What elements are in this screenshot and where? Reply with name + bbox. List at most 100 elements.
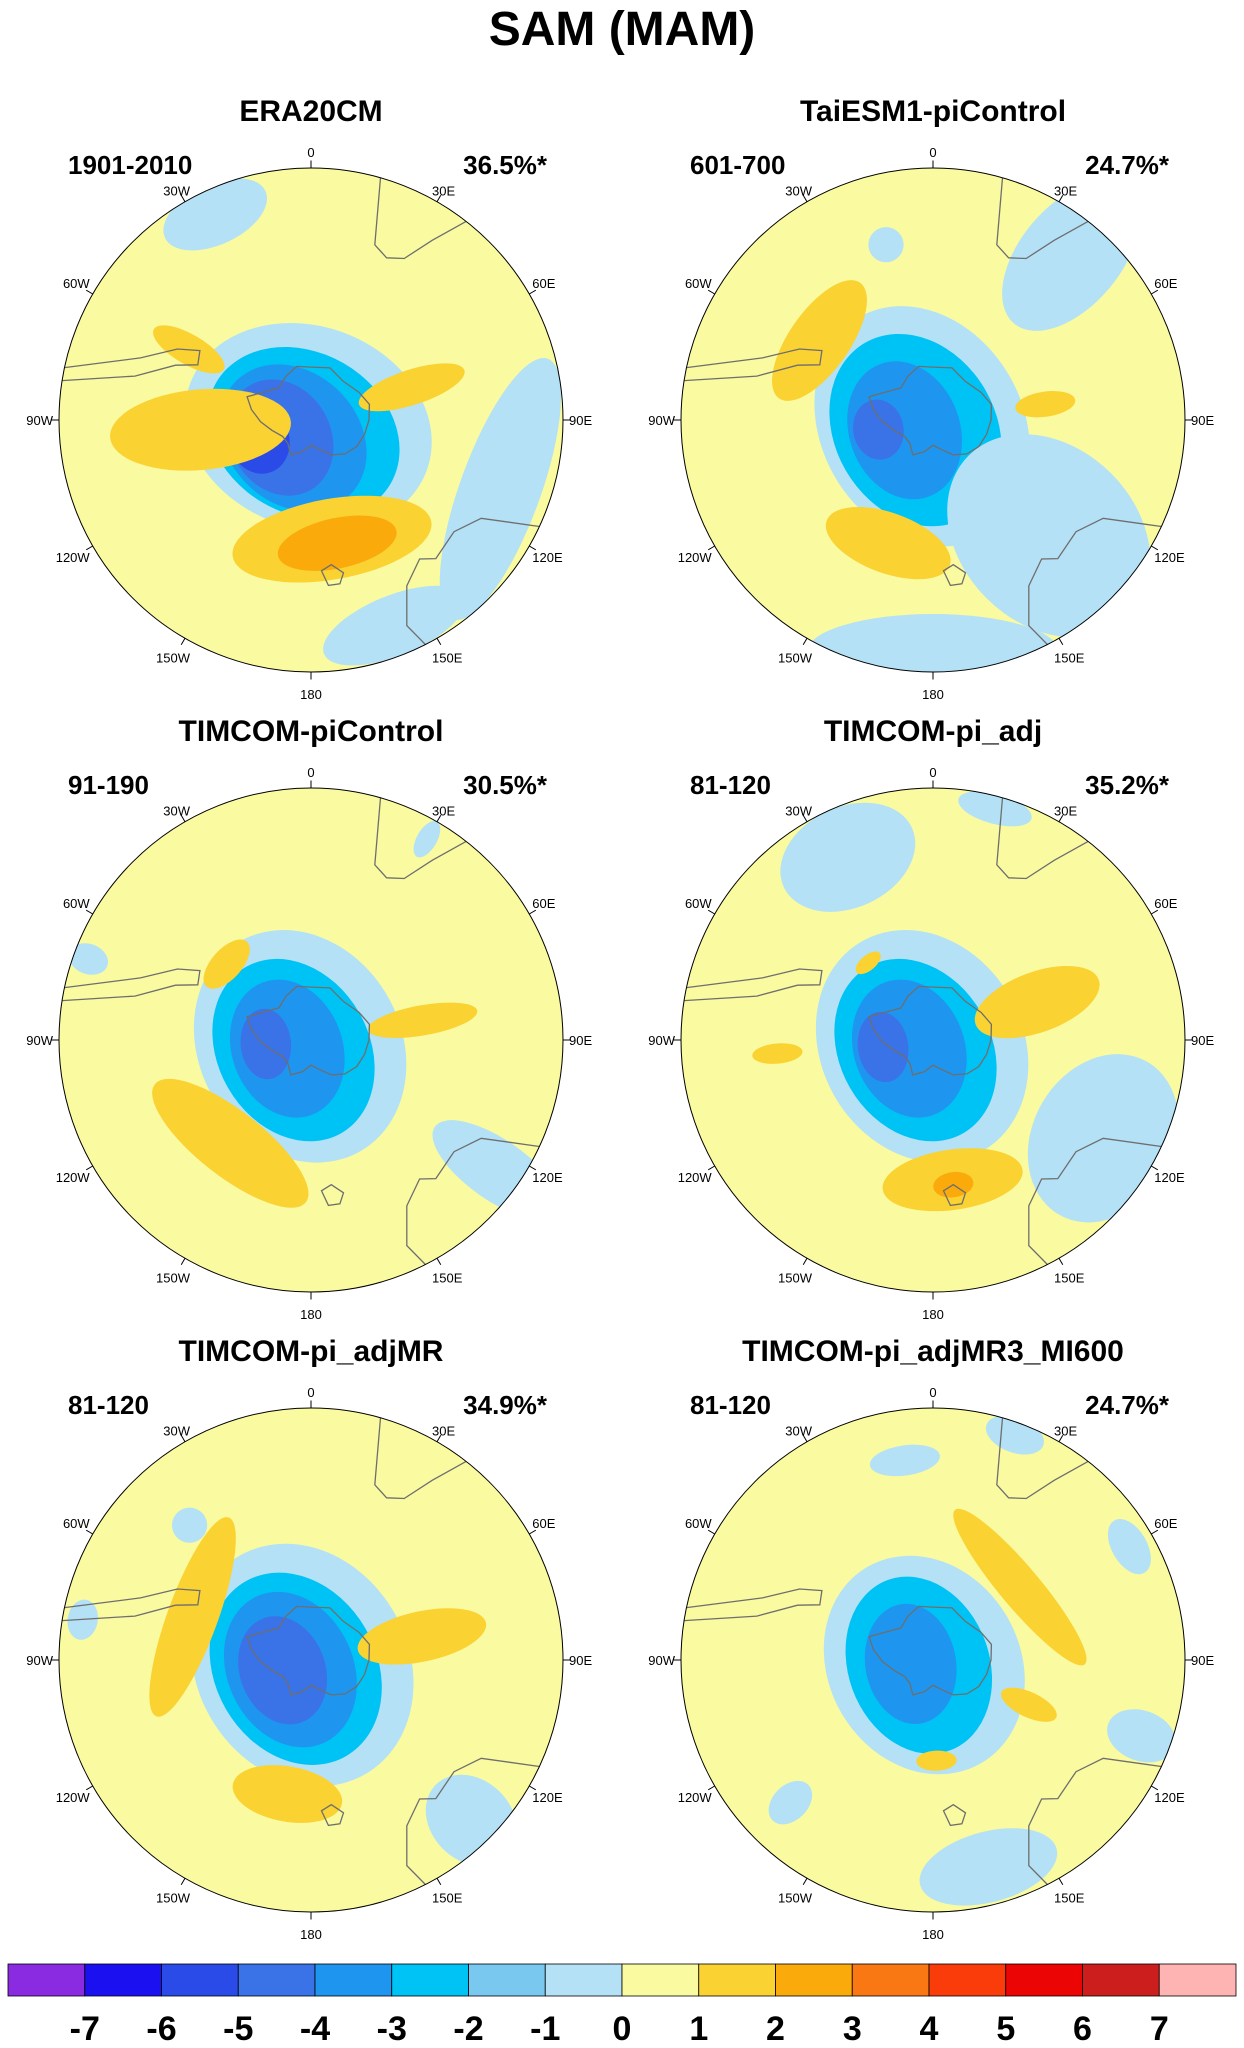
figure-title: SAM (MAM) bbox=[488, 3, 756, 56]
panel-variance: 30.5%* bbox=[463, 770, 547, 800]
longitude-label: 150E bbox=[432, 1890, 463, 1905]
anomaly-contour bbox=[1107, 1519, 1151, 1575]
anomaly-contour bbox=[857, 1011, 909, 1083]
anomaly-contour bbox=[238, 1616, 328, 1725]
longitude-tick bbox=[707, 1529, 716, 1535]
longitude-tick bbox=[528, 909, 537, 915]
longitude-label: 60E bbox=[532, 276, 555, 291]
longitude-label: 120W bbox=[678, 1790, 713, 1805]
longitude-tick bbox=[180, 194, 186, 203]
map-panel-taiesm1: 0 30E 60E 90E 120E 150E 180 150W 120W 90W 60W 30W Ta… bbox=[622, 0, 1244, 702]
anomaly-contour bbox=[752, 1043, 803, 1064]
antarctica-coastline bbox=[246, 365, 371, 456]
panel-variance: 35.2%* bbox=[1085, 770, 1169, 800]
anomaly-contour bbox=[439, 358, 562, 620]
polar-map: 0 30E 60E 90E 120E 150E 180 150W 120W 90W 60W 30W bbox=[648, 1385, 1214, 1942]
colorbar-swatch bbox=[161, 1963, 239, 1997]
anomaly-contour bbox=[855, 951, 881, 975]
longitude-label: 150W bbox=[778, 1890, 813, 1905]
polar-map: 0 30E 60E 90E 120E 150E 180 150W 120W 90W 60W 30W bbox=[26, 145, 592, 702]
panel-period: 81-120 bbox=[690, 770, 771, 800]
panel-title: TIMCOM-pi_adjMR3_MI600 bbox=[742, 1335, 1124, 1368]
south-america-coastline bbox=[684, 348, 823, 382]
africa-coastline bbox=[374, 177, 467, 260]
longitude-label: 150E bbox=[1054, 650, 1085, 665]
panel-period: 81-120 bbox=[68, 1390, 149, 1420]
polar-map: 0 30E 60E 90E 120E 150E 180 150W 120W 90W 60W 30W bbox=[26, 1385, 592, 1942]
longitude-tick bbox=[1150, 1529, 1159, 1535]
longitude-tick bbox=[1150, 545, 1159, 551]
longitude-label: 30E bbox=[1054, 1424, 1077, 1439]
longitude-label: 180 bbox=[300, 1927, 322, 1942]
longitude-tick bbox=[1058, 194, 1064, 203]
longitude-tick bbox=[436, 637, 442, 646]
longitude-label: 90W bbox=[648, 1033, 675, 1048]
longitude-label: 60W bbox=[685, 276, 712, 291]
longitude-label: 30E bbox=[432, 1424, 455, 1439]
longitude-tick bbox=[436, 1257, 442, 1266]
contour-field bbox=[681, 788, 1185, 1292]
longitude-tick bbox=[1058, 1434, 1064, 1443]
colorbar-swatch bbox=[928, 1963, 1007, 1997]
longitude-label: 60W bbox=[63, 1516, 90, 1531]
anomaly-contour bbox=[947, 434, 1151, 638]
australia-coastline bbox=[1028, 1137, 1162, 1265]
panel-title: TIMCOM-piControl bbox=[178, 715, 444, 748]
anomaly-contour bbox=[864, 1603, 957, 1725]
colorbar-swatch bbox=[1005, 1963, 1083, 1997]
map-panel-timcom-pi-adjmr: 0 30E 60E 90E 120E 150E 180 150W 120W 90W 60W 30W TI… bbox=[0, 1240, 622, 1942]
polar-map: 0 30E 60E 90E 120E 150E 180 150W 120W 90W 60W 30W bbox=[648, 765, 1214, 1322]
colorbar-label: 7 bbox=[1150, 2010, 1169, 2048]
panel-title: TaiESM1-piControl bbox=[799, 95, 1067, 128]
anomaly-contour bbox=[368, 1002, 478, 1039]
anomaly-contour bbox=[110, 388, 291, 471]
contour-field bbox=[59, 1408, 563, 1912]
anomaly-contour bbox=[232, 1765, 343, 1823]
panel-period: 81-120 bbox=[690, 1390, 771, 1420]
panel-title: TIMCOM-pi_adjMR bbox=[178, 1335, 444, 1368]
anomaly-contour bbox=[974, 965, 1100, 1039]
anomaly-contour bbox=[953, 1508, 1087, 1666]
longitude-tick bbox=[436, 194, 442, 203]
longitude-tick bbox=[707, 289, 716, 295]
africa-coastline bbox=[374, 1417, 467, 1500]
longitude-tick bbox=[707, 909, 716, 915]
longitude-label: 180 bbox=[922, 1927, 944, 1942]
longitude-label: 30E bbox=[432, 184, 455, 199]
anomaly-contour bbox=[357, 1608, 487, 1665]
colorbar-swatch bbox=[698, 1963, 776, 1997]
south-america-coastline bbox=[62, 1588, 201, 1622]
longitude-label: 0 bbox=[307, 765, 314, 780]
longitude-label: 150W bbox=[778, 1270, 813, 1285]
anomaly-contour bbox=[203, 939, 250, 989]
colorbar-swatch bbox=[851, 1963, 930, 1997]
anomaly-contour bbox=[847, 361, 962, 500]
longitude-label: 150E bbox=[1054, 1270, 1085, 1285]
longitude-tick bbox=[528, 289, 537, 295]
panel-period: 1901-2010 bbox=[68, 150, 193, 180]
colorbar-swatch bbox=[621, 1963, 700, 1997]
longitude-label: 120E bbox=[1154, 550, 1185, 565]
colorbar-swatch bbox=[391, 1963, 469, 1997]
longitude-tick bbox=[802, 1257, 808, 1266]
australia-coastline bbox=[406, 517, 540, 645]
polar-map: 0 30E 60E 90E 120E 150E 180 150W 120W 90W 60W 30W bbox=[26, 765, 592, 1322]
anomaly-contour bbox=[916, 1750, 957, 1771]
longitude-label: 90W bbox=[26, 413, 53, 428]
anomaly-contour bbox=[413, 820, 441, 858]
longitude-tick bbox=[85, 1529, 94, 1535]
longitude-label: 30E bbox=[432, 804, 455, 819]
longitude-label: 30E bbox=[1054, 804, 1077, 819]
longitude-label: 60W bbox=[685, 896, 712, 911]
colorbar-label: -1 bbox=[530, 2010, 560, 2048]
longitude-label: 180 bbox=[300, 687, 322, 702]
map-panel-timcom-pi-adj: 0 30E 60E 90E 120E 150E 180 150W 120W 90W 60W 30W TI… bbox=[622, 620, 1244, 1322]
longitude-label: 30W bbox=[163, 804, 190, 819]
longitude-label: 120E bbox=[532, 1790, 563, 1805]
africa-coastline bbox=[374, 797, 467, 880]
longitude-tick bbox=[528, 1785, 537, 1791]
polar-map: 0 30E 60E 90E 120E 150E 180 150W 120W 90W 60W 30W bbox=[648, 145, 1214, 702]
africa-coastline bbox=[996, 177, 1089, 260]
longitude-label: 90E bbox=[569, 413, 592, 428]
longitude-label: 30W bbox=[163, 1424, 190, 1439]
